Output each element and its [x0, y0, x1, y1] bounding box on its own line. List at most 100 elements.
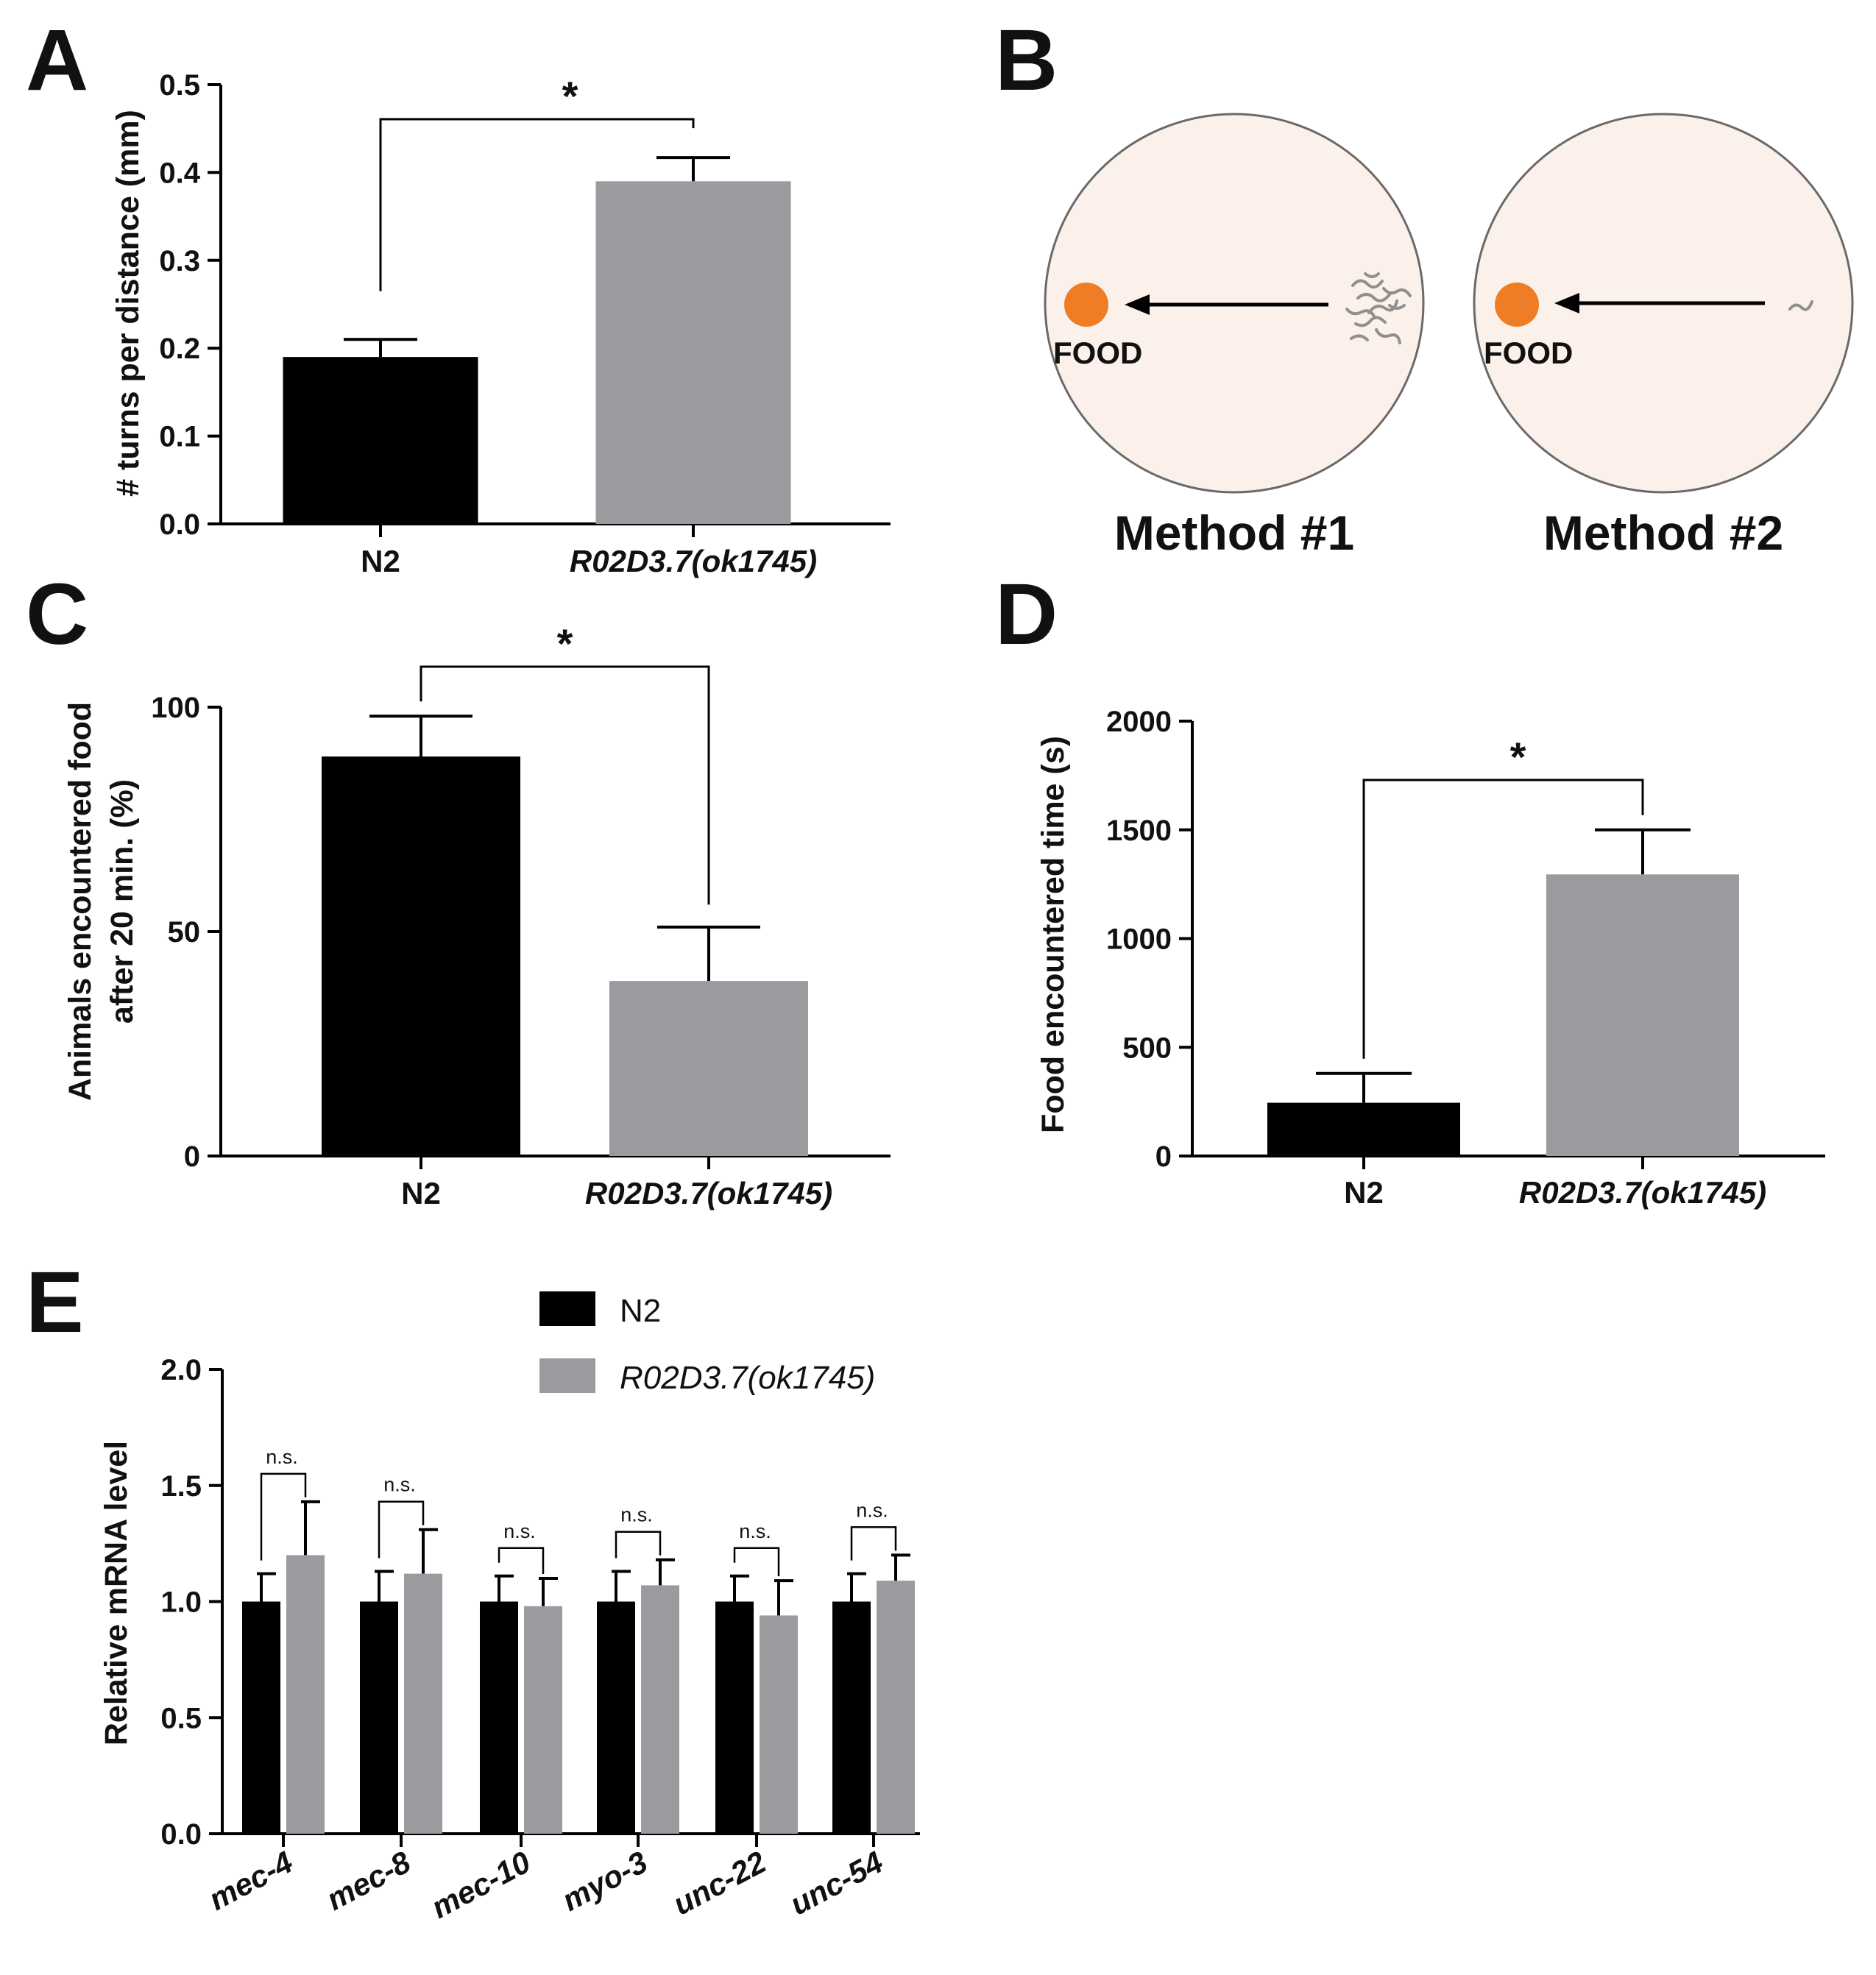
panel-d-significance-star: * [1510, 734, 1526, 780]
panel-e-significance-bracket [850, 1526, 897, 1561]
legend-label-mutant: R02D3.7(ok1745) [620, 1360, 875, 1396]
panel-e-bar-mutant [404, 1573, 442, 1834]
panel-label-c: C [26, 566, 88, 663]
panel-a: A # turns per distance (mm) 0.0 0.1 0.2 0.3… [26, 12, 891, 578]
panel-a-plot: 0.0 0.1 0.2 0.3 0.4 0.5 N2 R02D3.7(ok1745) * [159, 69, 891, 578]
panel-e-bar-n2 [480, 1601, 518, 1834]
panel-c-plot: 0 50 100 N2 R02D3.7(ok1745) * [151, 620, 891, 1210]
panel-c-significance-star: * [557, 620, 573, 667]
panel-c-y-axis-label-line1: Animals encountered food [63, 702, 98, 1101]
panel-c-y-tick-label: 0 [184, 1141, 200, 1173]
panel-e-y-tick-label: 2.0 [160, 1354, 202, 1386]
method-label-2: Method #2 [1543, 506, 1783, 560]
panel-a-y-tick-label: 0.2 [159, 333, 200, 365]
food-spot-icon [1495, 283, 1539, 327]
panel-e-significance-label: n.s. [739, 1520, 771, 1542]
legend: N2 R02D3.7(ok1745) [539, 1291, 875, 1396]
panel-a-significance-bracket [379, 118, 695, 291]
panel-e-bar-n2 [715, 1601, 754, 1834]
panel-label-d: D [995, 566, 1058, 663]
dish-method-1: FOOD Method #1 [1044, 113, 1425, 560]
panel-a-y-tick-label: 0.3 [159, 245, 200, 277]
panel-e-y-tick-label: 0.5 [160, 1702, 202, 1734]
panel-d-y-tick-label: 2000 [1106, 706, 1172, 738]
panel-e-significance-bracket [615, 1531, 662, 1559]
panel-a-bar-mutant [595, 181, 791, 524]
arrow-head-icon [1554, 293, 1579, 313]
panel-e-significance-bracket [498, 1547, 545, 1574]
panel-a-y-tick-label: 0.1 [159, 421, 200, 453]
panel-c-category-label: N2 [401, 1176, 441, 1210]
panel-e-bar-mutant [286, 1555, 325, 1834]
panel-a-significance-star: * [562, 73, 578, 119]
panel-d-y-tick-label: 1000 [1106, 923, 1172, 956]
panel-d-y-axis-label: Food encountered time (s) [1036, 736, 1071, 1133]
method-label-1: Method #1 [1114, 506, 1354, 560]
panel-d-plot: 0 500 1000 1500 2000 N2 R02D3.7(ok1745) * [1106, 706, 1825, 1210]
panel-e-significance-label: n.s. [620, 1504, 653, 1526]
panel-e-bar-n2 [242, 1601, 280, 1834]
panel-e-y-axis-label: Relative mRNA level [99, 1441, 134, 1745]
panel-d: D Food encountered time (s) 0 500 1000 1500… [995, 566, 1825, 1210]
panel-e-category-label: unc-54 [785, 1844, 889, 1921]
panel-d-significance-bracket [1362, 779, 1644, 1059]
food-label-2: FOOD [1484, 336, 1573, 370]
panel-e-bar-mutant [641, 1585, 679, 1834]
arrow-head-icon [1125, 294, 1150, 315]
panel-e-y-tick-label: 0.0 [160, 1818, 202, 1851]
panel-label-a: A [26, 12, 88, 109]
panel-e-significance-label: n.s. [383, 1474, 416, 1496]
legend-swatch-mutant [539, 1358, 595, 1393]
food-spot-icon [1064, 283, 1108, 327]
panel-a-y-axis-label: # turns per distance (mm) [110, 110, 146, 497]
panel-d-bar-n2 [1267, 1102, 1460, 1156]
panel-c-bar-mutant [609, 981, 808, 1156]
panel-d-category-label: N2 [1344, 1175, 1384, 1210]
panel-a-category-label: R02D3.7(ok1745) [570, 544, 817, 578]
panel-label-e: E [26, 1254, 84, 1351]
panel-e-bar-mutant [760, 1615, 798, 1834]
panel-c-category-label: R02D3.7(ok1745) [585, 1176, 832, 1210]
panel-e-y-tick-label: 1.5 [160, 1470, 202, 1503]
panel-c-significance-bracket [420, 665, 710, 905]
panel-e-category-label: mec-10 [425, 1844, 536, 1924]
panel-e-category-label: myo-3 [556, 1844, 653, 1918]
panel-e-significance-label: n.s. [266, 1446, 298, 1468]
panel-d-y-tick-label: 1500 [1106, 815, 1172, 847]
panel-c-y-tick-label: 100 [151, 692, 200, 724]
panel-e-bar-mutant [524, 1606, 562, 1834]
worm-cluster-icon [1345, 272, 1412, 344]
panel-c-y-axis-label-line2: after 20 min. (%) [105, 779, 140, 1024]
panel-d-category-label: R02D3.7(ok1745) [1519, 1175, 1766, 1210]
panel-e-significance-bracket [260, 1472, 307, 1561]
panel-e-y-tick-label: 1.0 [160, 1586, 202, 1619]
panel-a-y-tick-label: 0.4 [159, 157, 200, 189]
food-label-1: FOOD [1053, 336, 1142, 370]
panel-e: E Relative mRNA level N2 R02D3.7(ok1745)… [26, 1254, 920, 1925]
legend-swatch-n2 [539, 1291, 595, 1326]
panel-a-category-label: N2 [361, 544, 400, 578]
worm-icon [1788, 300, 1813, 311]
panel-e-category-label: mec-4 [203, 1844, 298, 1916]
panel-e-category-label: unc-22 [668, 1844, 772, 1921]
legend-label-n2: N2 [620, 1293, 661, 1329]
panel-e-bar-n2 [597, 1601, 635, 1834]
panel-c: C Animals encountered food after 20 min.… [26, 566, 891, 1210]
panel-e-bar-n2 [360, 1601, 398, 1834]
panel-c-y-tick-label: 50 [168, 916, 201, 949]
panel-e-bar-n2 [832, 1601, 871, 1834]
panel-d-y-tick-label: 0 [1155, 1141, 1172, 1173]
panel-e-category-label: mec-8 [321, 1844, 417, 1917]
panel-e-bar-mutant [877, 1581, 915, 1834]
panel-a-y-tick-label: 0.0 [159, 508, 200, 541]
panel-e-significance-bracket [733, 1547, 780, 1577]
panel-e-significance-label: n.s. [503, 1520, 536, 1542]
panel-d-y-tick-label: 500 [1122, 1032, 1172, 1064]
panel-e-significance-bracket [378, 1500, 425, 1559]
panel-c-bar-n2 [322, 756, 520, 1156]
panel-e-plot: 0.0 0.5 1.0 1.5 2.0 n.s. mec-4 n.s. mec-8 n.s. mec… [160, 1354, 920, 1925]
panel-label-b: B [995, 12, 1058, 109]
panel-a-y-tick-label: 0.5 [159, 69, 200, 102]
panel-b: B FOOD Method #1 [995, 12, 1854, 560]
